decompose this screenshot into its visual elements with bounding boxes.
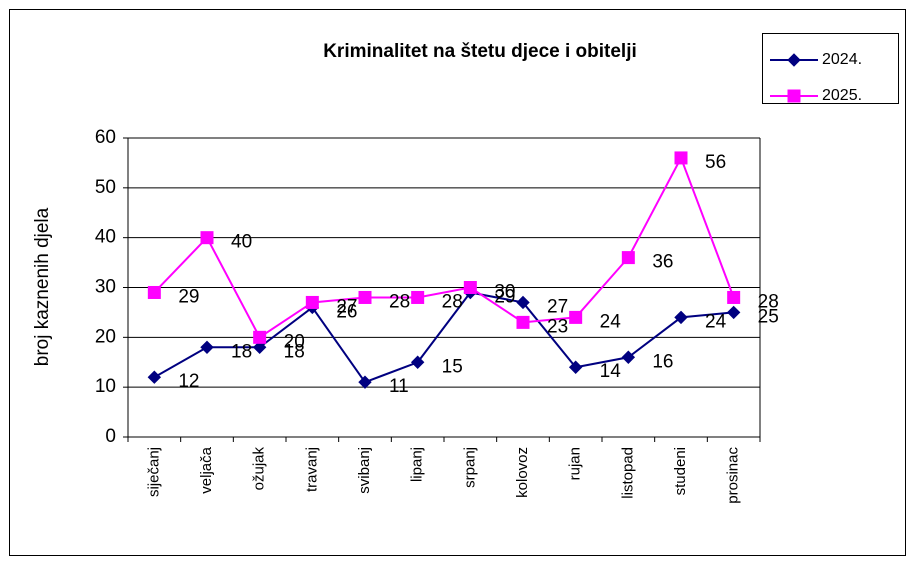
x-tick-label: prosinac — [725, 447, 742, 504]
data-label: 16 — [652, 351, 673, 372]
y-tick-label: 0 — [105, 426, 116, 447]
data-point — [463, 281, 477, 294]
y-tick-label: 50 — [95, 177, 116, 198]
data-label: 29 — [494, 286, 515, 307]
data-label: 12 — [178, 371, 199, 392]
data-point — [516, 315, 530, 329]
data-label: 18 — [231, 341, 252, 362]
y-tick-label: 40 — [95, 227, 116, 248]
data-label: 28 — [389, 291, 410, 312]
data-label: 29 — [178, 286, 199, 307]
data-point — [727, 290, 741, 304]
data-point — [200, 340, 214, 355]
y-axis-label: broj kaznenih djela — [32, 207, 53, 366]
data-point — [200, 231, 214, 245]
y-tick-label: 20 — [95, 326, 116, 347]
data-point — [568, 360, 583, 374]
data-point — [252, 340, 267, 355]
data-label: 30 — [494, 282, 515, 303]
x-tick-label: travanj — [303, 447, 320, 492]
x-tick-label: studeni — [672, 447, 689, 495]
y-tick-label: 10 — [95, 376, 116, 397]
legend-label: 2025. — [822, 87, 862, 104]
x-tick-label: veljača — [198, 446, 215, 493]
x-tick-label: listopad — [619, 447, 636, 499]
legend-label: 2024. — [822, 51, 862, 68]
data-label: 23 — [547, 316, 568, 337]
x-tick-label: siječanj — [145, 447, 162, 497]
data-point — [411, 290, 425, 304]
x-tick-label: srpanj — [461, 447, 478, 488]
data-point — [674, 151, 688, 165]
data-point — [516, 295, 530, 310]
x-tick-label: ožujak — [251, 447, 268, 491]
data-label: 36 — [652, 252, 673, 273]
data-label: 24 — [705, 311, 727, 332]
data-point — [358, 375, 372, 389]
data-label: 20 — [284, 331, 305, 352]
x-tick-label: svibanj — [356, 447, 373, 494]
data-point — [358, 290, 372, 304]
data-label: 25 — [758, 306, 779, 327]
data-label: 56 — [705, 152, 726, 173]
data-label: 27 — [336, 296, 357, 317]
data-point — [621, 350, 636, 364]
data-point — [147, 285, 161, 299]
data-point — [305, 295, 319, 309]
data-point — [253, 330, 267, 344]
y-tick-label: 30 — [95, 277, 116, 298]
data-point — [569, 310, 583, 324]
data-label: 18 — [284, 341, 305, 362]
chart-title: Kriminalitet na štetu djece i obitelji — [323, 41, 637, 62]
data-point — [726, 305, 741, 320]
x-tick-label: kolovoz — [514, 447, 531, 498]
data-label: 40 — [231, 232, 252, 253]
data-label: 11 — [389, 376, 409, 397]
data-label: 14 — [600, 361, 622, 382]
data-label: 27 — [547, 296, 568, 317]
data-point — [410, 355, 425, 369]
legend-marker — [787, 89, 801, 103]
data-point — [621, 251, 635, 265]
x-tick-label: rujan — [567, 447, 584, 480]
data-label: 28 — [442, 291, 463, 312]
data-label: 15 — [442, 356, 463, 377]
legend-marker — [787, 53, 801, 67]
y-tick-label: 60 — [95, 127, 116, 148]
series-line — [153, 155, 735, 339]
series-line — [153, 291, 734, 384]
data-label: 24 — [600, 311, 622, 332]
data-point — [147, 370, 162, 384]
x-tick-label: lipanj — [409, 447, 426, 482]
data-label: 26 — [336, 301, 357, 322]
data-label: 28 — [758, 291, 779, 312]
legend-box — [762, 33, 899, 104]
data-point — [674, 310, 688, 325]
